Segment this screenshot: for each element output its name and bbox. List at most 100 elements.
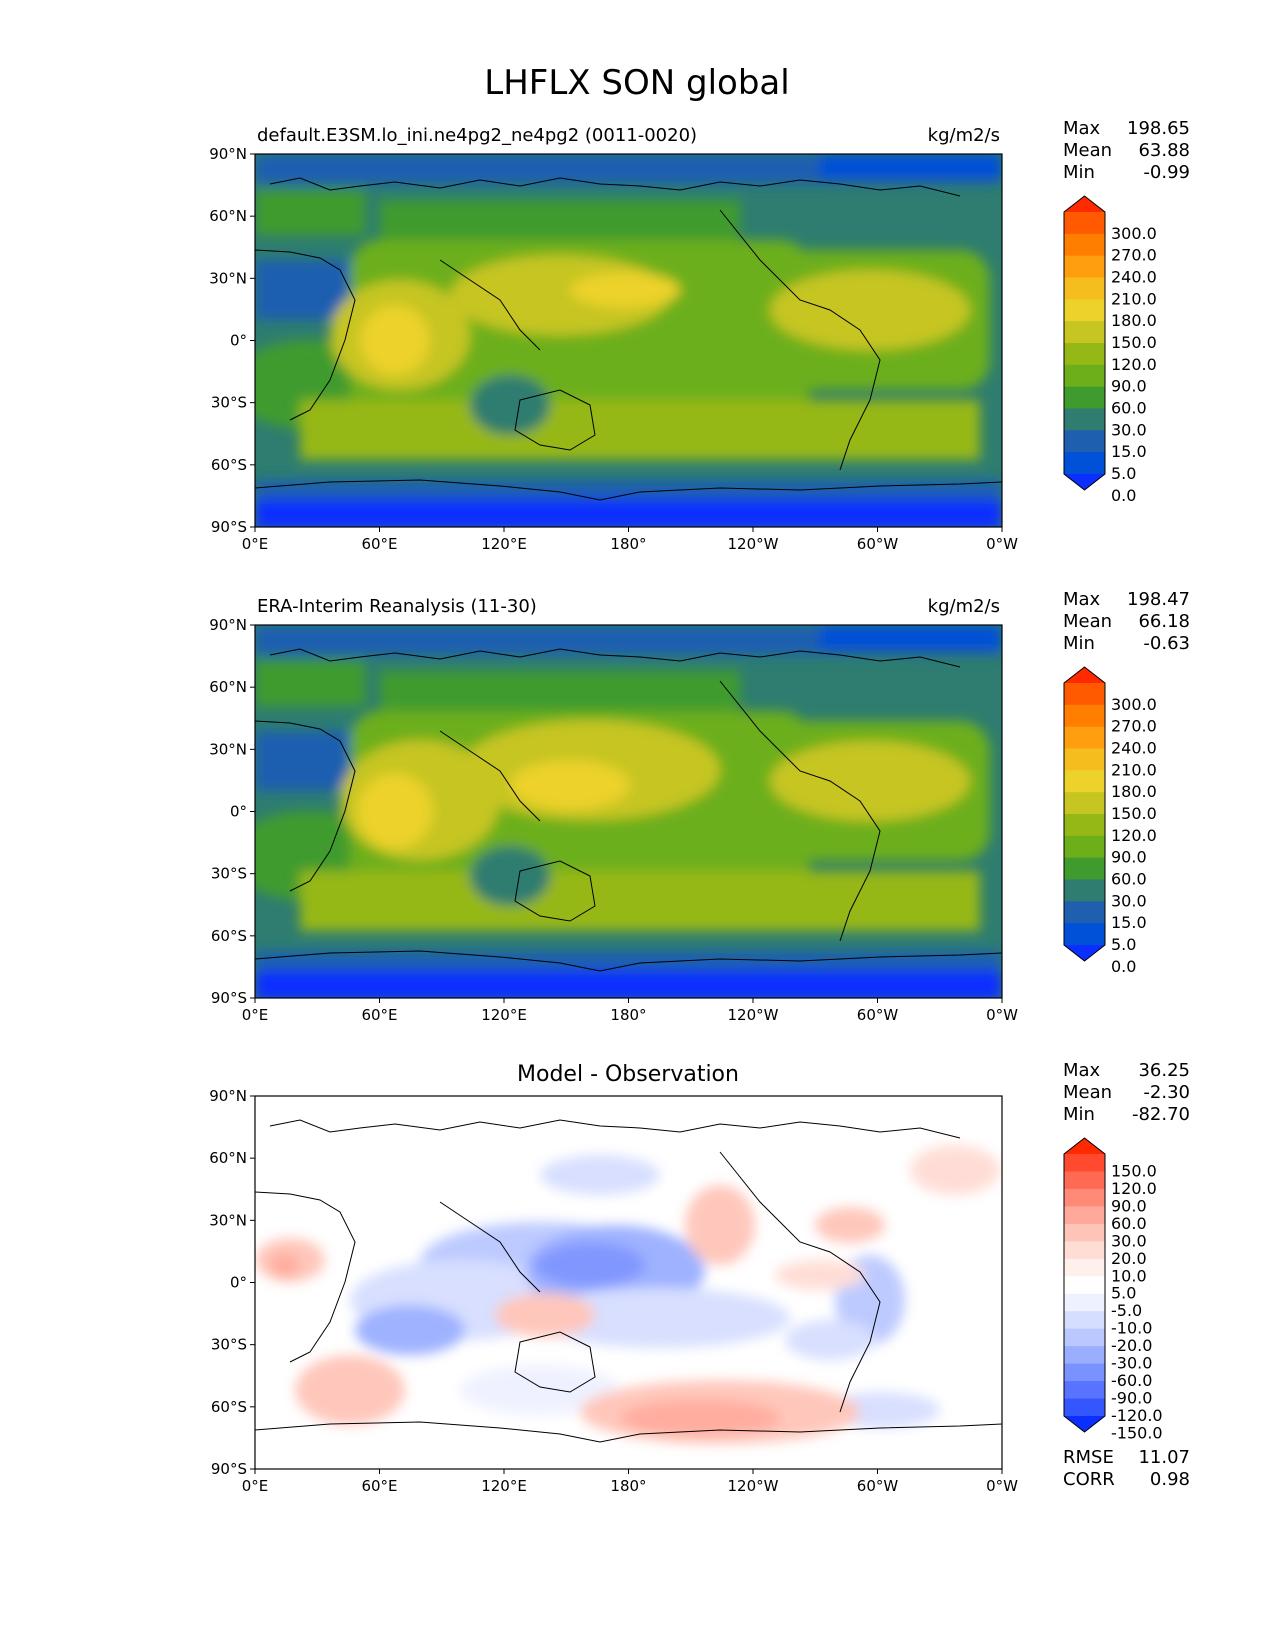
colorbar-segment bbox=[1064, 1241, 1105, 1260]
x-tick-label: 120°E bbox=[481, 1477, 527, 1495]
colorbar-segment bbox=[1064, 792, 1105, 815]
stats-box: Max 36.25 Mean -2.30 Min -82.70 bbox=[1063, 1060, 1190, 1125]
colorbar-segment bbox=[1064, 321, 1105, 344]
panel-title: Model - Observation bbox=[517, 1062, 739, 1087]
y-tick-label: 60°S bbox=[211, 1398, 247, 1416]
stat-max-label: Max bbox=[1063, 1060, 1101, 1081]
y-tick-label: 60°N bbox=[209, 1149, 247, 1167]
panel-difference: Model - Observation bbox=[209, 1060, 1190, 1495]
stat-min-label: Min bbox=[1063, 1104, 1095, 1125]
x-tick-label: 60°E bbox=[361, 1006, 397, 1024]
colorbar-segment bbox=[1064, 1381, 1105, 1400]
x-tick-label: 120°W bbox=[728, 535, 779, 553]
metrics-box: RMSE 11.07 CORR 0.98 bbox=[1063, 1447, 1190, 1490]
colorbar-segment bbox=[1064, 835, 1105, 859]
map-field bbox=[255, 154, 1002, 527]
y-tick-label: 30°S bbox=[211, 865, 247, 883]
colorbar-label: 5.0 bbox=[1111, 1284, 1136, 1303]
colorbar-segment bbox=[1064, 1311, 1105, 1330]
coastlines bbox=[255, 1119, 1002, 1443]
x-axis: 0°E 60°E 120°E 180° 120°W 60°W 0°W bbox=[242, 527, 1018, 553]
stat-max-value: 198.47 bbox=[1127, 589, 1190, 610]
colorbar-label: -60.0 bbox=[1111, 1371, 1152, 1390]
y-tick-label: 90°N bbox=[209, 616, 247, 634]
colorbar-segment bbox=[1064, 1363, 1105, 1382]
colorbar-segment bbox=[1064, 1276, 1105, 1295]
stats-box: Max 198.65 Mean 63.88 Min -0.99 bbox=[1063, 118, 1190, 183]
y-tick-label: 90°N bbox=[209, 1087, 247, 1105]
colorbar-segment bbox=[1064, 770, 1105, 793]
colorbar-label: 150.0 bbox=[1111, 1161, 1157, 1180]
colorbar: 300.0 270.0 240.0 210.0 180.0 150.0 120.0 90.0 6… bbox=[1063, 666, 1157, 976]
stat-mean-label: Mean bbox=[1063, 1082, 1112, 1103]
stat-min-value: -82.70 bbox=[1132, 1104, 1190, 1125]
colorbar-segment bbox=[1064, 879, 1105, 902]
stat-max-label: Max bbox=[1063, 118, 1101, 139]
colorbar-label: 120.0 bbox=[1111, 1179, 1157, 1198]
colorbar-segment bbox=[1064, 452, 1105, 475]
colorbar-extend-high bbox=[1064, 1138, 1105, 1154]
colorbar-label: 5.0 bbox=[1111, 935, 1136, 954]
colorbar-label: 150.0 bbox=[1111, 333, 1157, 352]
y-axis: 90°N 60°N 30°N 0° 30°S 60°S 90°S bbox=[209, 616, 255, 1007]
colorbar-label: 210.0 bbox=[1111, 760, 1157, 779]
y-tick-label: 60°S bbox=[211, 456, 247, 474]
coastlines bbox=[255, 177, 1002, 501]
colorbar-outline bbox=[1063, 195, 1106, 491]
colorbar-segment bbox=[1064, 1154, 1105, 1172]
colorbar-segment bbox=[1064, 233, 1105, 257]
colorbar-label: 270.0 bbox=[1111, 717, 1157, 736]
panel-title: ERA-Interim Reanalysis (11-30) bbox=[257, 596, 537, 617]
colorbar-label: 180.0 bbox=[1111, 782, 1157, 801]
stats-box: Max 198.47 Mean 66.18 Min -0.63 bbox=[1063, 589, 1190, 654]
colorbar-segment bbox=[1064, 299, 1105, 322]
colorbar-segment bbox=[1064, 683, 1105, 706]
colorbar-segment bbox=[1064, 1346, 1105, 1365]
colorbar-segment bbox=[1064, 1258, 1105, 1277]
colorbar-label: 300.0 bbox=[1111, 695, 1157, 714]
colorbar-segment bbox=[1064, 255, 1105, 278]
y-tick-label: 90°S bbox=[211, 989, 247, 1007]
colorbar-segment bbox=[1064, 1328, 1105, 1347]
colorbar-label: 240.0 bbox=[1111, 268, 1157, 287]
colorbar-segment bbox=[1064, 857, 1105, 880]
map-field bbox=[255, 1096, 1002, 1469]
colorbar-label: -10.0 bbox=[1111, 1319, 1152, 1338]
colorbar-label: 0.0 bbox=[1111, 486, 1136, 505]
y-tick-label: 90°N bbox=[209, 145, 247, 163]
colorbar-segment bbox=[1064, 814, 1105, 837]
colorbar-segment bbox=[1064, 408, 1105, 431]
metric-rmse-value: 11.07 bbox=[1138, 1447, 1190, 1468]
colorbar-label: -5.0 bbox=[1111, 1301, 1142, 1320]
x-tick-label: 0°W bbox=[986, 535, 1018, 553]
stat-mean-value: -2.30 bbox=[1143, 1082, 1190, 1103]
y-tick-label: 30°N bbox=[209, 1211, 247, 1229]
x-tick-label: 120°W bbox=[728, 1006, 779, 1024]
panel-units: kg/m2/s bbox=[928, 125, 1000, 146]
colorbar-segment bbox=[1064, 386, 1105, 409]
y-tick-label: 60°S bbox=[211, 927, 247, 945]
x-axis: 0°E 60°E 120°E 180° 120°W 60°W 0°W bbox=[242, 1469, 1018, 1495]
y-tick-label: 90°S bbox=[211, 518, 247, 536]
stat-mean-value: 63.88 bbox=[1138, 140, 1190, 161]
y-tick-label: 60°N bbox=[209, 207, 247, 225]
y-tick-label: 0° bbox=[230, 332, 247, 350]
metric-corr-label: CORR bbox=[1063, 1469, 1115, 1490]
panel-units: kg/m2/s bbox=[928, 596, 1000, 617]
x-tick-label: 120°E bbox=[481, 535, 527, 553]
y-tick-label: 0° bbox=[230, 1274, 247, 1292]
y-tick-label: 30°N bbox=[209, 269, 247, 287]
x-tick-label: 60°W bbox=[857, 535, 899, 553]
colorbar-label: 90.0 bbox=[1111, 377, 1147, 396]
colorbar-label: 210.0 bbox=[1111, 289, 1157, 308]
stat-min-value: -0.99 bbox=[1143, 162, 1190, 183]
colorbar-segment bbox=[1064, 726, 1105, 749]
colorbar-segment bbox=[1064, 1223, 1105, 1242]
stat-max-value: 36.25 bbox=[1138, 1060, 1190, 1081]
map-field bbox=[255, 625, 1002, 998]
colorbar-segment bbox=[1064, 923, 1105, 946]
colorbar-label: 15.0 bbox=[1111, 442, 1147, 461]
colorbar-segment bbox=[1064, 343, 1105, 366]
colorbar-label: 20.0 bbox=[1111, 1249, 1147, 1268]
